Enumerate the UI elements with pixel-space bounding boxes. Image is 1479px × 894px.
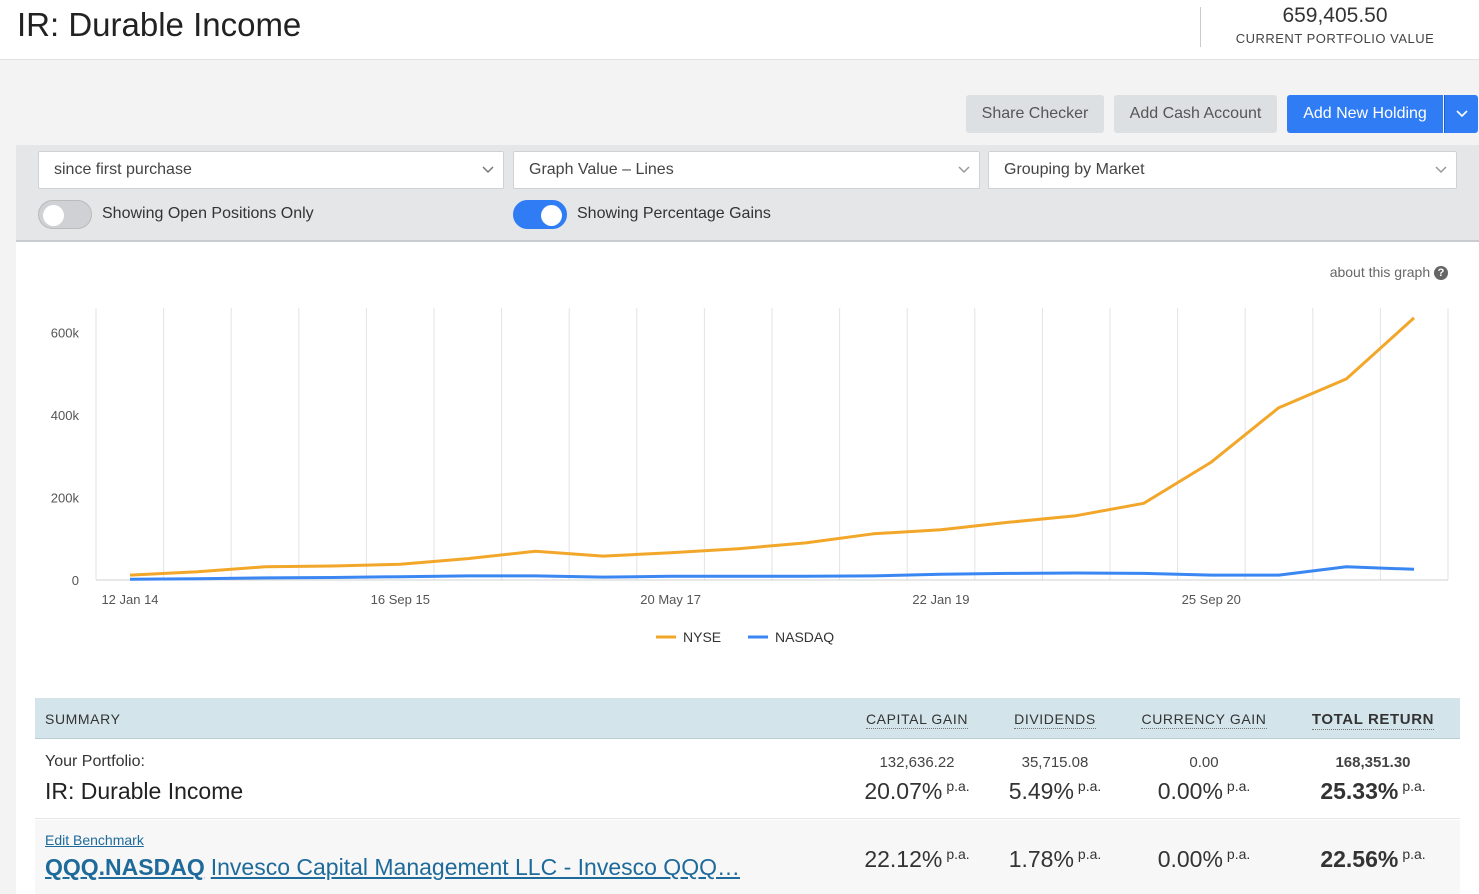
graph-type-select-value: Graph Value – Lines bbox=[529, 161, 674, 178]
x-tick-label: 20 May 17 bbox=[640, 592, 701, 607]
grouping-select-value: Grouping by Market bbox=[1004, 161, 1145, 178]
period-select[interactable]: since first purchase bbox=[38, 151, 504, 189]
y-tick-label: 200k bbox=[51, 491, 80, 506]
portfolio-value: 659,405.50 bbox=[1282, 4, 1388, 27]
about-graph-label: about this graph bbox=[1329, 264, 1431, 280]
add-new-holding-button[interactable]: Add New Holding bbox=[1287, 95, 1443, 133]
portfolio-name: IR: Durable Income bbox=[45, 778, 244, 804]
benchmark-ticker[interactable]: QQQ.NASDAQ bbox=[45, 854, 205, 880]
open-positions-label: Showing Open Positions Only bbox=[102, 205, 314, 222]
benchmark-currency-gain-pct: 0.00% p.a. bbox=[1157, 846, 1251, 872]
legend-label: NASDAQ bbox=[775, 629, 834, 645]
legend-label: NYSE bbox=[683, 629, 721, 645]
header-currency-gain[interactable]: CURRENCY GAIN bbox=[1141, 711, 1267, 729]
summary-table: SUMMARY CAPITAL GAIN DIVIDENDS CURRENCY … bbox=[35, 698, 1460, 894]
dividends-pct: 5.49% p.a. bbox=[1008, 778, 1102, 804]
graph-type-select[interactable]: Graph Value – Lines bbox=[513, 151, 980, 189]
filter-panel: since first purchase Graph Value – Lines… bbox=[16, 145, 1479, 242]
summary-header: SUMMARY CAPITAL GAIN DIVIDENDS CURRENCY … bbox=[35, 698, 1460, 739]
toggle-knob bbox=[541, 205, 562, 226]
header-dividends[interactable]: DIVIDENDS bbox=[1014, 711, 1096, 729]
divider bbox=[1200, 7, 1201, 47]
y-tick-label: 0 bbox=[72, 573, 79, 588]
period-select-value: since first purchase bbox=[54, 161, 192, 178]
benchmark-name[interactable]: Invesco Capital Management LLC - Invesco… bbox=[210, 854, 740, 880]
page-title: IR: Durable Income bbox=[17, 6, 302, 43]
capital-gain-pct: 20.07% p.a. bbox=[864, 778, 970, 804]
add-holding-dropdown-button[interactable] bbox=[1444, 95, 1478, 133]
benchmark-dividends-pct: 1.78% p.a. bbox=[1008, 846, 1102, 872]
total-return-pct: 25.33% p.a. bbox=[1320, 778, 1426, 804]
open-positions-toggle[interactable] bbox=[38, 200, 92, 229]
your-portfolio-label: Your Portfolio: bbox=[45, 753, 145, 770]
x-tick-label: 12 Jan 14 bbox=[101, 592, 158, 607]
y-tick-label: 400k bbox=[51, 408, 80, 423]
portfolio-row: Your Portfolio: IR: Durable Income 132,6… bbox=[35, 739, 1460, 819]
x-tick-label: 25 Sep 20 bbox=[1182, 592, 1241, 607]
series-line-nyse bbox=[129, 316, 1416, 577]
percentage-gains-label: Showing Percentage Gains bbox=[577, 205, 771, 222]
series-line-nasdaq bbox=[129, 565, 1415, 581]
chevron-down-icon bbox=[957, 152, 971, 201]
x-tick-label: 22 Jan 19 bbox=[912, 592, 969, 607]
currency-gain-pct: 0.00% p.a. bbox=[1157, 778, 1251, 804]
benchmark-row: Edit Benchmark QQQ.NASDAQ Invesco Capital… bbox=[35, 820, 1460, 894]
portfolio-value-label: CURRENT PORTFOLIO VALUE bbox=[1235, 31, 1435, 46]
benchmark-total-return-pct: 22.56% p.a. bbox=[1320, 846, 1426, 872]
header-summary: SUMMARY bbox=[45, 711, 121, 727]
capital-gain-value: 132,636.22 bbox=[879, 754, 955, 771]
total-return-value: 168,351.30 bbox=[1335, 754, 1411, 771]
share-checker-button[interactable]: Share Checker bbox=[966, 95, 1104, 133]
grouping-select[interactable]: Grouping by Market bbox=[988, 151, 1457, 189]
percentage-gains-toggle[interactable] bbox=[513, 200, 567, 229]
top-bar: IR: Durable Income 659,405.50 CURRENT PO… bbox=[0, 0, 1479, 60]
chevron-down-icon bbox=[1455, 110, 1468, 117]
edit-benchmark-link[interactable]: Edit Benchmark bbox=[45, 832, 144, 848]
chevron-down-icon bbox=[481, 152, 495, 201]
about-graph-link[interactable]: about this graph ? bbox=[1330, 264, 1448, 280]
benchmark-link[interactable]: QQQ.NASDAQ Invesco Capital Management LLC… bbox=[45, 854, 740, 881]
x-tick-label: 16 Sep 15 bbox=[371, 592, 430, 607]
benchmark-capital-gain-pct: 22.12% p.a. bbox=[864, 846, 970, 872]
chevron-down-icon bbox=[1434, 152, 1448, 201]
header-total-return[interactable]: TOTAL RETURN bbox=[1311, 711, 1435, 730]
dividends-value: 35,715.08 bbox=[1021, 754, 1089, 771]
toggle-knob bbox=[43, 205, 64, 226]
currency-gain-value: 0.00 bbox=[1189, 754, 1219, 771]
help-icon: ? bbox=[1434, 266, 1448, 280]
line-chart: 0 200k 400k 600k 12 Jan 14 16 Sep 15 20 May 17… bbox=[51, 308, 1449, 645]
header-capital-gain[interactable]: CAPITAL GAIN bbox=[865, 711, 969, 729]
add-cash-account-button[interactable]: Add Cash Account bbox=[1114, 95, 1277, 133]
y-tick-label: 600k bbox=[51, 326, 80, 341]
